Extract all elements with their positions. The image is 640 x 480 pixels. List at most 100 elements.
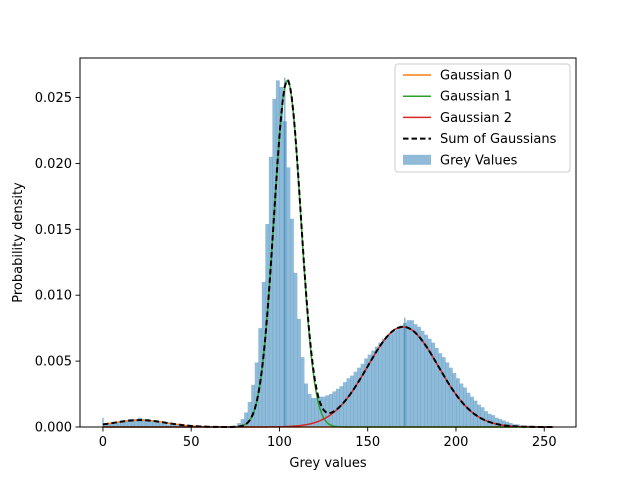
histogram-bar (134, 419, 139, 427)
histogram-bar (452, 372, 457, 427)
histogram-bar (459, 383, 464, 427)
histogram-bar (424, 334, 429, 427)
histogram-bar (314, 398, 319, 427)
histogram-bar (417, 326, 421, 427)
histogram-bar (120, 420, 125, 427)
y-tick-label: 0.005 (35, 355, 72, 370)
histogram-bar (318, 396, 323, 427)
histogram-bar (381, 338, 386, 427)
histogram-bar (378, 342, 383, 427)
y-tick-label: 0.025 (35, 91, 72, 106)
histogram-bar (244, 412, 248, 427)
histogram-bar (332, 391, 337, 427)
histogram-bar (364, 358, 369, 427)
histogram-bar (237, 423, 241, 427)
histogram-bar (395, 328, 400, 427)
histogram-bar (445, 362, 450, 427)
x-tick-label: 50 (183, 435, 200, 450)
histogram-bar (388, 333, 393, 427)
histogram-bar (410, 320, 414, 427)
histogram-bar (392, 330, 397, 427)
histogram-bar (463, 387, 467, 427)
histogram-bar (148, 420, 153, 427)
histogram-bar (343, 382, 347, 427)
histogram-bar (152, 420, 157, 427)
legend-label: Sum of Gaussians (440, 132, 557, 147)
histogram-bar (360, 363, 365, 427)
histogram-bar (477, 404, 481, 427)
histogram-bar (371, 350, 376, 427)
histogram-bar (438, 353, 443, 427)
histogram-bar (240, 419, 245, 427)
histogram-bar (350, 375, 354, 427)
histogram-bar (251, 384, 256, 427)
histogram-bar (413, 324, 418, 427)
y-tick-label: 0.015 (35, 223, 72, 238)
histogram-bar (508, 423, 513, 427)
histogram-bar (399, 325, 404, 427)
histogram-bar (491, 415, 496, 427)
histogram-bar (272, 98, 277, 427)
histogram-bar (311, 398, 316, 427)
histogram-bar (480, 407, 485, 427)
histogram-bar (367, 354, 372, 427)
y-axis-label: Probability density (11, 182, 26, 303)
histogram-bar (357, 367, 361, 427)
histogram-bar (325, 395, 330, 427)
histogram-bar (275, 80, 280, 428)
histogram-bar (145, 419, 150, 427)
histogram-bar (162, 423, 167, 427)
histogram-bars (102, 77, 534, 428)
histogram-bar (441, 357, 446, 427)
histogram-bar (117, 421, 121, 427)
histogram-bar (138, 417, 143, 427)
histogram-bar (339, 386, 344, 427)
histogram-spike (403, 317, 406, 427)
histogram-bar (505, 421, 510, 427)
histogram-bar (406, 320, 411, 427)
histogram-bar (127, 419, 132, 427)
histogram-bar (155, 421, 160, 427)
legend-box (394, 63, 571, 173)
x-tick-label: 200 (444, 435, 469, 450)
histogram-bar (353, 371, 358, 427)
histogram-bar (268, 156, 273, 427)
histogram-spike (283, 77, 286, 428)
histogram-bar (420, 330, 425, 427)
histogram-bar (494, 417, 499, 427)
histogram-bar (254, 362, 259, 427)
histogram-bar (321, 396, 326, 427)
axes-frame (79, 57, 577, 428)
histogram-bar (265, 224, 270, 427)
histogram-bar (247, 401, 252, 427)
histogram-bar (293, 272, 298, 427)
x-tick-label: 150 (355, 435, 380, 450)
histogram-bar (290, 218, 294, 427)
legend-swatch (403, 154, 431, 165)
x-tick-label: 250 (532, 435, 557, 450)
histogram-bar (131, 419, 136, 427)
y-tick-label: 0.000 (35, 421, 72, 436)
histogram-spike (102, 417, 104, 427)
histogram-bar (346, 378, 351, 427)
histogram-bar (170, 424, 174, 427)
histogram-bar (385, 336, 390, 427)
histogram-bar (106, 423, 111, 427)
histogram-bar (434, 347, 439, 427)
y-axis-ticks: 0.000 0.005 0.010 0.015 0.020 0.025 (35, 91, 80, 436)
histogram-bar (484, 411, 489, 427)
histogram-bar (286, 167, 291, 427)
x-tick-label: 0 (99, 435, 107, 450)
histogram-bar (328, 394, 333, 427)
y-tick-label: 0.020 (35, 157, 72, 172)
histogram-bar (448, 367, 453, 427)
histogram-bar (113, 421, 118, 427)
histogram-bar (279, 86, 284, 427)
x-tick-label: 100 (267, 435, 292, 450)
histogram-bar (501, 420, 506, 427)
x-axis-ticks: 0 50 100 150 200 250 (99, 427, 557, 450)
histogram-bar (166, 424, 171, 427)
legend: Gaussian 0 Gaussian 1 Gaussian 2 Sum of Gau… (394, 63, 571, 173)
legend-label: Gaussian 1 (440, 90, 512, 105)
